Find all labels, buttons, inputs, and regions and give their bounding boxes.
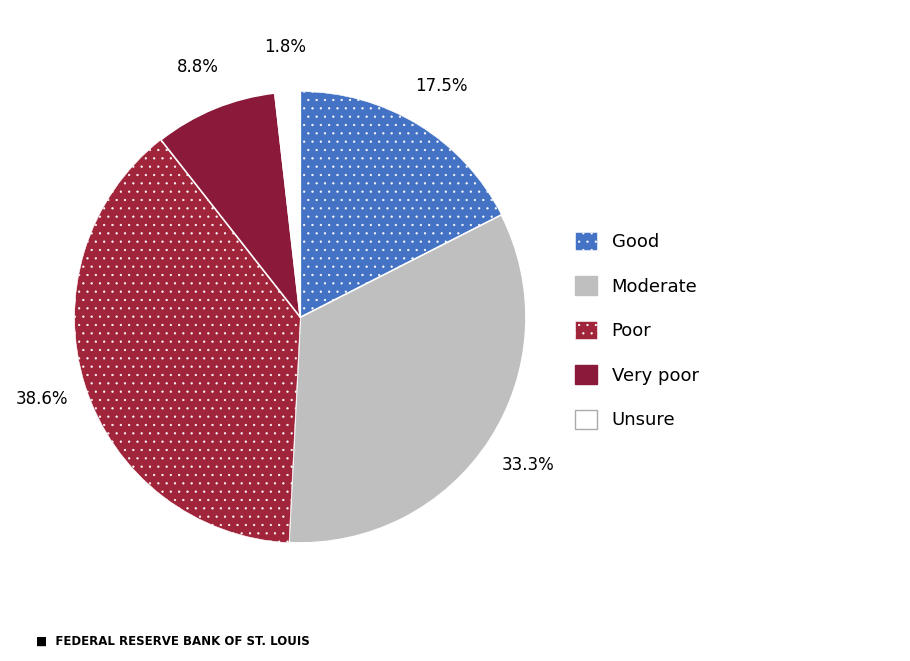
Wedge shape <box>300 92 501 317</box>
Text: 38.6%: 38.6% <box>16 391 68 408</box>
Wedge shape <box>275 92 300 317</box>
Text: 1.8%: 1.8% <box>264 38 306 56</box>
Wedge shape <box>161 93 300 317</box>
Text: 33.3%: 33.3% <box>501 455 554 473</box>
Text: 8.8%: 8.8% <box>177 58 218 76</box>
Legend: Good, Moderate, Poor, Very poor, Unsure: Good, Moderate, Poor, Very poor, Unsure <box>566 223 708 438</box>
Wedge shape <box>289 215 526 543</box>
Text: 17.5%: 17.5% <box>416 77 468 95</box>
Text: ■  FEDERAL RESERVE BANK OF ST. LOUIS: ■ FEDERAL RESERVE BANK OF ST. LOUIS <box>36 635 310 648</box>
Wedge shape <box>75 140 300 543</box>
